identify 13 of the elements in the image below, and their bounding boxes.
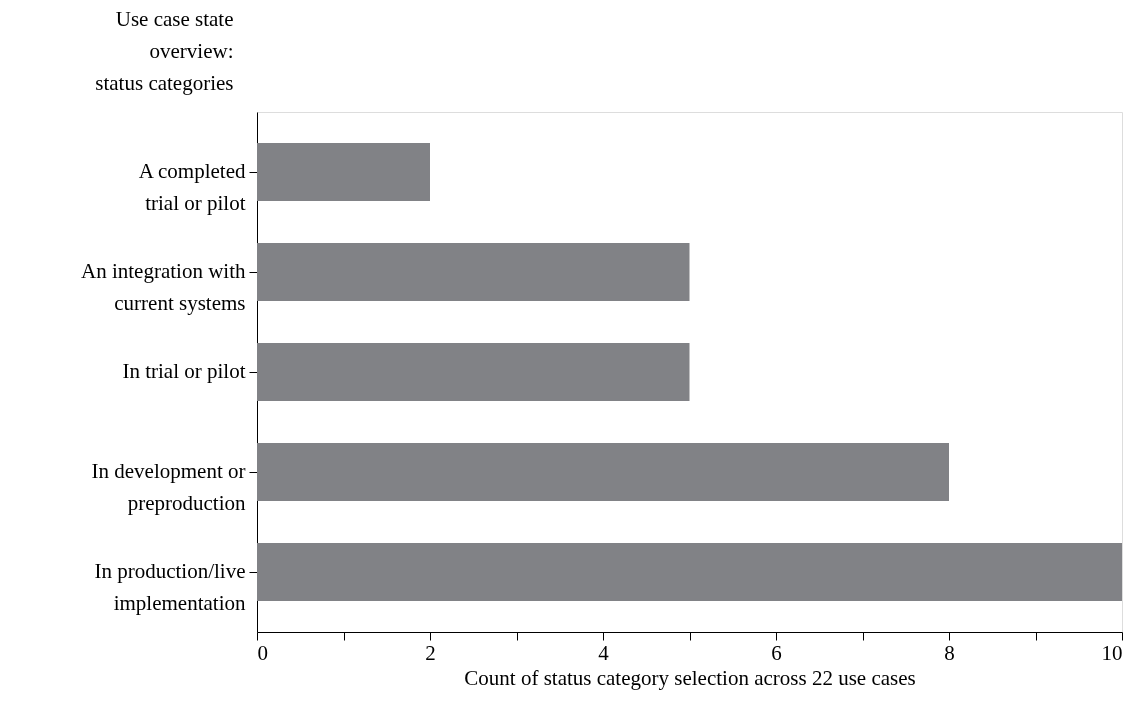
x-axis-title: Count of status category selection across 22 use cases bbox=[464, 665, 916, 690]
y-tick-label: A completed trial or pilot bbox=[138, 159, 246, 215]
x-tick-label: 8 bbox=[944, 640, 955, 665]
x-tick-label: 2 bbox=[425, 640, 436, 665]
y-tick-label: In trial or pilot bbox=[122, 359, 246, 383]
y-tick-label: In production/live implementation bbox=[94, 559, 246, 615]
x-tick-label: 0 bbox=[257, 640, 268, 665]
x-tick-label: 10 bbox=[1101, 640, 1123, 665]
x-tick-label: 4 bbox=[598, 640, 610, 665]
x-tick-label: 6 bbox=[771, 640, 782, 665]
y-axis-title: Use case state overview: status categories bbox=[95, 6, 234, 95]
y-tick-label: An integration with current systems bbox=[81, 259, 246, 315]
y-tick-label: In development or preproduction bbox=[91, 459, 246, 515]
